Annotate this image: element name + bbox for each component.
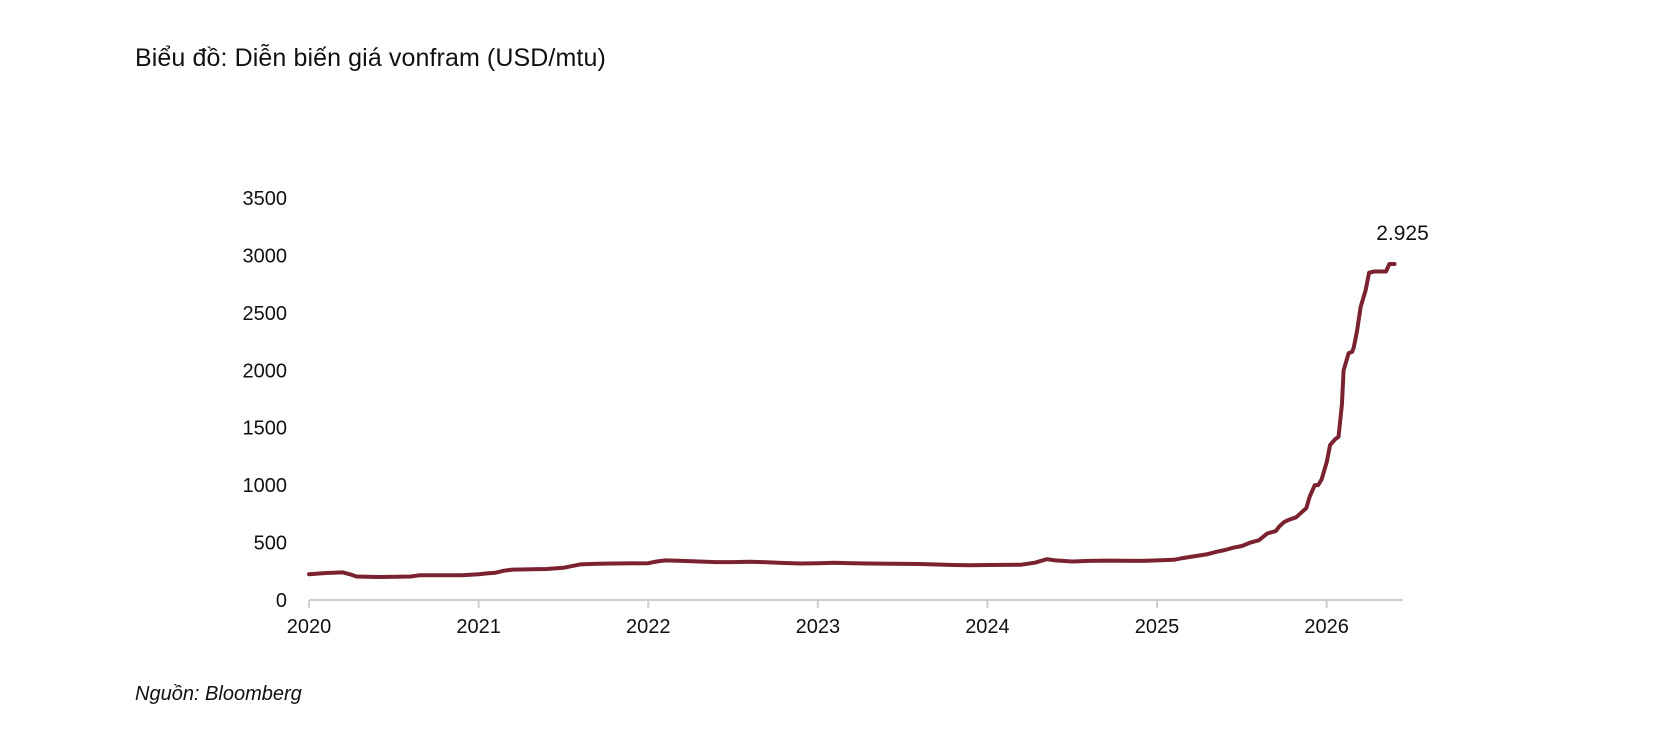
x-tick-label: 2025 xyxy=(1135,616,1180,638)
x-tick-label: 2021 xyxy=(456,616,501,638)
x-axis-tick-labels: 2020 2021 2022 2023 2024 2025 2026 xyxy=(287,616,1349,638)
y-tick-label: 3500 xyxy=(243,188,288,210)
x-tick-label: 2024 xyxy=(965,616,1010,638)
y-tick-label: 2500 xyxy=(243,303,288,325)
y-tick-label: 500 xyxy=(254,533,287,555)
y-tick-label: 3000 xyxy=(243,245,288,267)
y-tick-label: 1500 xyxy=(243,418,288,440)
x-tick-label: 2023 xyxy=(796,616,841,638)
y-tick-label: 2000 xyxy=(243,360,288,382)
x-tick-label: 2022 xyxy=(626,616,671,638)
y-axis-tick-labels: 0 500 1000 1500 2000 2500 3000 3500 xyxy=(243,188,288,612)
y-tick-label: 1000 xyxy=(243,475,288,497)
series-line-0 xyxy=(307,262,1397,579)
x-tick-label: 2020 xyxy=(287,616,332,638)
chart-source: Nguồn: Bloomberg xyxy=(135,683,302,705)
chart-title: Biểu đồ: Diễn biến giá vonfram (USD/mtu) xyxy=(135,44,606,72)
series-layer xyxy=(307,262,1397,579)
last-value-label: 2.925 xyxy=(1376,222,1429,245)
x-tick-label: 2026 xyxy=(1304,616,1349,638)
annotation-layer: 2.925 xyxy=(1376,222,1429,245)
chart-axes xyxy=(308,599,1403,608)
y-tick-label: 0 xyxy=(276,590,287,612)
